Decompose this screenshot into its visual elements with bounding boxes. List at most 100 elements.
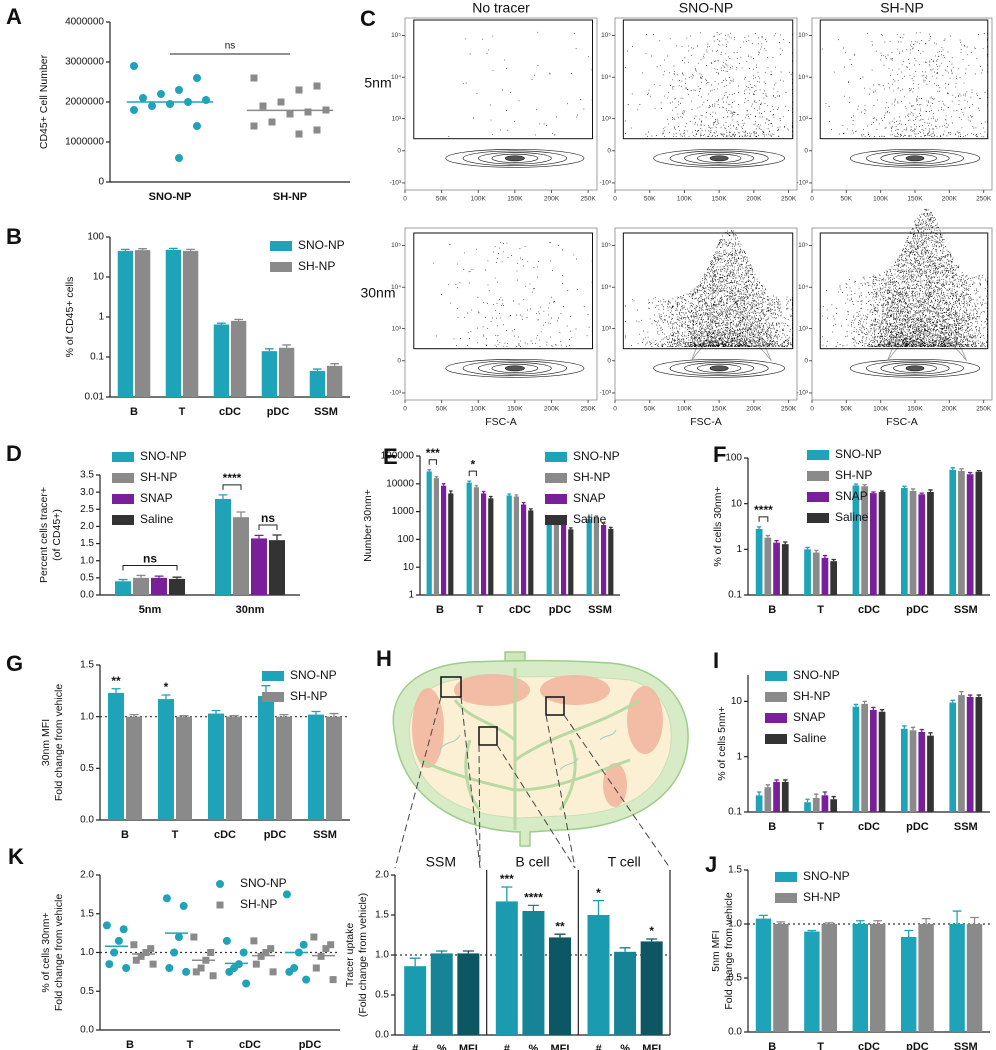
y-tick-label: 0.5 <box>80 986 94 997</box>
data-point <box>322 945 330 953</box>
x-tick-label: 50K <box>841 406 853 413</box>
gate <box>819 232 989 350</box>
error-bar <box>449 490 453 494</box>
y-tick-label: 1.0 <box>80 947 94 958</box>
y-tick-label: 10⁵ <box>391 32 401 39</box>
y-axis-label: Tracer uptake <box>344 923 356 988</box>
event-dots <box>822 32 988 138</box>
density-contour <box>880 152 950 165</box>
bar <box>900 936 917 1032</box>
y-tick-label: 10000 <box>386 478 414 489</box>
density-contour <box>445 148 585 168</box>
error-bar <box>169 247 178 250</box>
density-contour <box>690 309 772 361</box>
gate <box>819 19 989 140</box>
error-bar <box>313 368 322 371</box>
legend-label: SNO-NP <box>140 449 187 463</box>
y-tick-label: 10⁴ <box>798 74 808 81</box>
y-tick-label: 0.0 <box>375 1030 389 1041</box>
x-tick-label: pDC <box>906 1041 929 1050</box>
significance-bracket <box>758 516 769 522</box>
density-contour <box>887 309 967 361</box>
plot-frame <box>811 227 993 401</box>
bar <box>586 518 592 595</box>
plot-frame <box>404 17 598 191</box>
bar <box>601 524 607 595</box>
x-tick-label: 150K <box>907 196 923 203</box>
panel-letter: G <box>6 651 23 676</box>
x-tick-label: # <box>595 1043 601 1050</box>
significance-label: *** <box>426 446 440 460</box>
error-bar <box>831 558 836 562</box>
error-bar <box>154 575 164 578</box>
error-bar <box>822 554 828 558</box>
x-tick-label: 50K <box>436 196 448 203</box>
bar <box>568 529 574 595</box>
legend-swatch <box>775 893 797 903</box>
error-bar <box>765 784 771 788</box>
error-bar <box>265 348 274 352</box>
x-tick-label: SSM <box>954 1041 978 1050</box>
x-tick-label: 150K <box>712 196 728 203</box>
bar <box>958 470 965 595</box>
y-tick-label: 0 <box>98 177 104 188</box>
y-axis-label: % of CD45+ cells <box>64 277 76 358</box>
bar <box>852 924 868 1032</box>
error-bar <box>765 534 771 538</box>
density-contour <box>691 332 772 361</box>
data-point <box>299 940 308 949</box>
density-contour <box>696 363 742 373</box>
x-tick-label: cDC <box>858 604 880 616</box>
x-tick-label: cDC <box>858 821 880 833</box>
x-tick-label: MFI <box>459 1043 478 1050</box>
error-bar <box>462 950 474 954</box>
error-bar <box>234 318 243 321</box>
bar <box>755 795 763 812</box>
bar <box>918 924 934 1032</box>
legend-label: SNAP <box>793 710 826 724</box>
x-tick-label: T <box>187 1039 194 1050</box>
y-tick-label: 10⁴ <box>391 284 401 291</box>
x-tick-label: 50K <box>841 196 853 203</box>
x-tick-label: T <box>179 406 186 418</box>
error-bar <box>529 508 533 511</box>
bar <box>546 517 552 595</box>
error-bar <box>783 541 788 545</box>
x-tick-label: pDC <box>264 829 287 841</box>
data-point <box>192 968 200 976</box>
error-bar <box>434 476 439 479</box>
x-tick-label: B <box>768 821 776 833</box>
bar <box>448 493 454 595</box>
x-tick-label: 0 <box>613 196 617 203</box>
density-contour <box>462 150 568 167</box>
row-title: 5nm <box>364 75 391 91</box>
error-bar <box>179 714 189 717</box>
density-contour <box>653 358 786 378</box>
x-tick-label: T <box>817 1041 824 1050</box>
x-tick-label: 150K <box>507 406 523 413</box>
y-tick-label: 1 <box>408 590 414 601</box>
legend-label: SNAP <box>140 491 173 505</box>
legend-label: SNAP <box>835 489 868 503</box>
error-bar <box>601 522 606 525</box>
bar <box>614 951 637 1035</box>
x-tick-label: SSM <box>954 604 978 616</box>
y-axis-label: % of cells 30nm+ <box>40 912 52 992</box>
y-tick-label: 10⁵ <box>601 242 611 249</box>
legend-swatch <box>262 692 284 702</box>
significance-label: * <box>164 680 169 694</box>
error-bar <box>928 732 933 736</box>
x-tick-label: % <box>529 1043 539 1050</box>
error-bar <box>111 688 121 693</box>
x-tick-label: cDC <box>239 1039 261 1050</box>
bar <box>781 544 789 595</box>
error-bar <box>474 485 479 488</box>
bar <box>269 540 285 595</box>
x-tick-label: 200K <box>544 196 560 203</box>
bar <box>773 781 780 812</box>
data-point <box>317 952 325 960</box>
error-bar <box>646 938 658 942</box>
error-bar <box>436 950 448 954</box>
bar <box>966 924 983 1032</box>
